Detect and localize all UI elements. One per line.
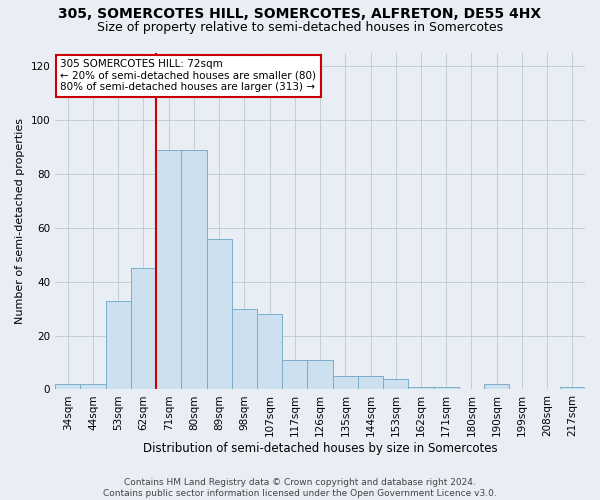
Bar	[484, 384, 509, 390]
Bar	[131, 268, 156, 390]
Bar	[55, 384, 80, 390]
Bar	[307, 360, 332, 390]
Text: Contains HM Land Registry data © Crown copyright and database right 2024.
Contai: Contains HM Land Registry data © Crown c…	[103, 478, 497, 498]
Bar	[282, 360, 307, 390]
Bar	[358, 376, 383, 390]
Bar	[332, 376, 358, 390]
Bar	[206, 238, 232, 390]
Text: Size of property relative to semi-detached houses in Somercotes: Size of property relative to semi-detach…	[97, 21, 503, 34]
Bar	[156, 150, 181, 390]
Text: 305, SOMERCOTES HILL, SOMERCOTES, ALFRETON, DE55 4HX: 305, SOMERCOTES HILL, SOMERCOTES, ALFRET…	[58, 8, 542, 22]
Bar	[181, 150, 206, 390]
Bar	[434, 387, 459, 390]
Bar	[383, 378, 409, 390]
Bar	[232, 308, 257, 390]
Text: 305 SOMERCOTES HILL: 72sqm
← 20% of semi-detached houses are smaller (80)
80% of: 305 SOMERCOTES HILL: 72sqm ← 20% of semi…	[61, 59, 316, 92]
Bar	[560, 387, 585, 390]
X-axis label: Distribution of semi-detached houses by size in Somercotes: Distribution of semi-detached houses by …	[143, 442, 497, 455]
Y-axis label: Number of semi-detached properties: Number of semi-detached properties	[15, 118, 25, 324]
Bar	[257, 314, 282, 390]
Bar	[80, 384, 106, 390]
Bar	[409, 387, 434, 390]
Bar	[106, 300, 131, 390]
